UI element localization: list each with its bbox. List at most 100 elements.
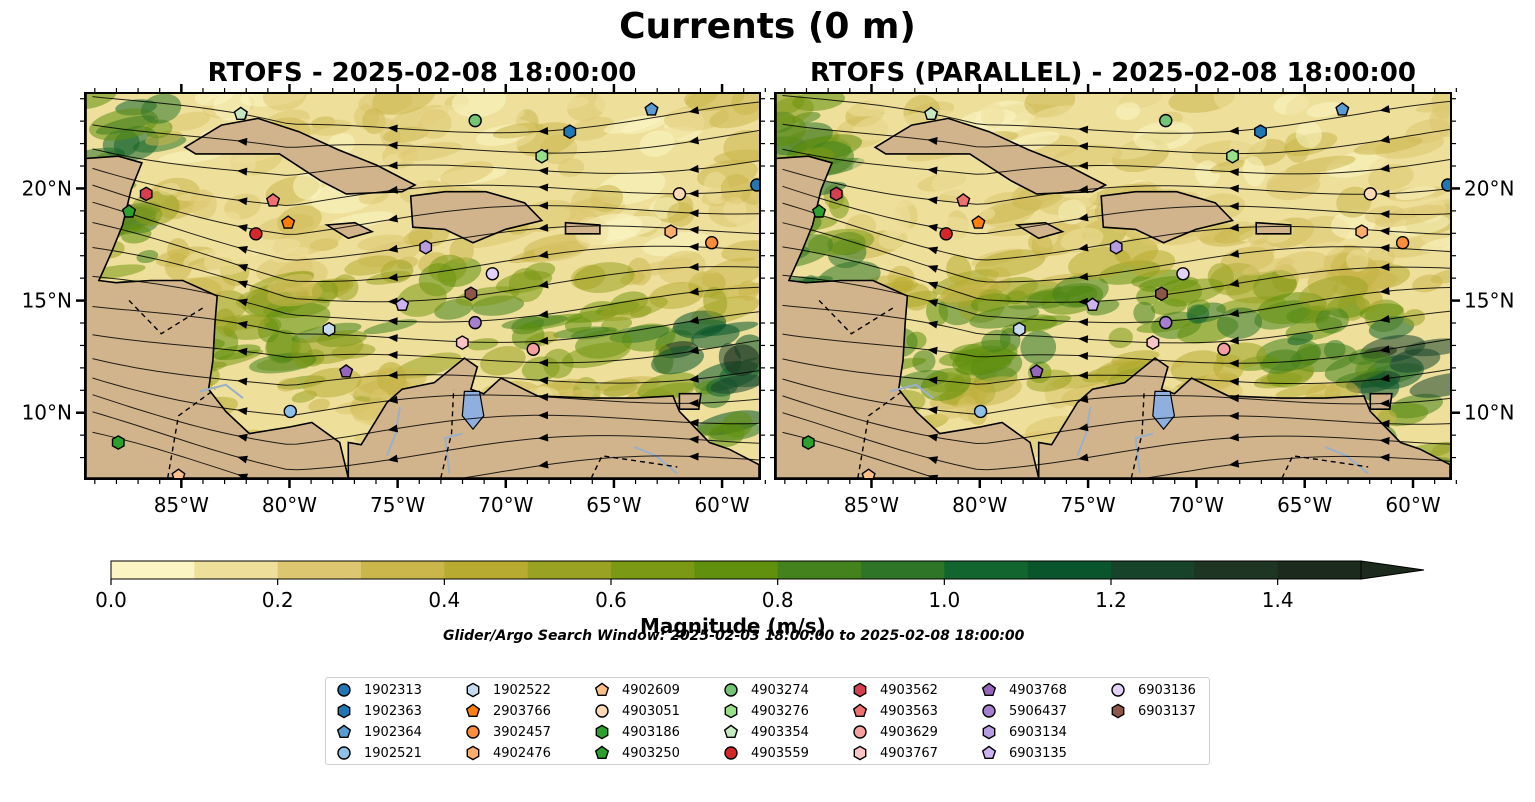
legend-item-label: 1902522 — [493, 682, 551, 698]
streamline-arrow — [1379, 243, 1390, 252]
float-marker-4903629[interactable] — [526, 342, 540, 356]
float-marker-5906437[interactable] — [468, 315, 482, 330]
float-marker-4903186[interactable] — [801, 435, 815, 450]
streamline-arrow — [538, 376, 549, 385]
float-marker-6903137[interactable] — [1155, 286, 1168, 302]
streamline-arrow — [1077, 213, 1089, 222]
streamline-arrow — [237, 197, 248, 206]
float-marker-4903562[interactable] — [139, 186, 153, 202]
map-panel-rtofs[interactable] — [84, 92, 761, 480]
float-marker-1902521[interactable] — [973, 404, 988, 419]
streamline-arrow — [237, 433, 248, 442]
lon-tick-label: 70°W — [1169, 493, 1224, 517]
streamline-arrow — [927, 265, 939, 273]
legend-item-label: 4902609 — [622, 682, 680, 698]
streamline-arrow — [237, 167, 248, 176]
float-marker-2903766[interactable] — [280, 215, 296, 229]
float-marker-4903051[interactable] — [1363, 187, 1378, 201]
float-marker-4903274[interactable] — [468, 113, 482, 128]
float-marker-3902457[interactable] — [704, 236, 719, 250]
streamline-arrow — [1077, 142, 1089, 151]
float-marker-1902364[interactable] — [644, 102, 659, 116]
streamline-arrow — [927, 281, 939, 290]
float-marker-1902364[interactable] — [1335, 102, 1350, 116]
float-marker-1902521[interactable] — [283, 404, 297, 419]
streamline — [92, 222, 759, 283]
streamline-arrow — [1379, 374, 1390, 383]
float-marker-4902476[interactable] — [664, 224, 678, 240]
circle-marker-icon — [595, 704, 609, 718]
legend-item-4902609: 4902609 — [594, 680, 680, 700]
lon-tick-label: 80°W — [262, 493, 317, 517]
float-marker-4903274[interactable] — [1159, 113, 1173, 128]
float-marker-4903629[interactable] — [1217, 342, 1231, 356]
float-marker-4903559[interactable] — [939, 227, 953, 241]
circle-marker-icon — [982, 704, 996, 718]
float-marker-4902609[interactable] — [861, 468, 876, 478]
float-marker-4903559[interactable] — [249, 227, 263, 241]
float-marker-4903768[interactable] — [339, 364, 354, 378]
streamline-arrow — [538, 336, 549, 345]
streamline — [92, 247, 759, 303]
float-marker-3902457[interactable] — [1395, 236, 1410, 250]
float-marker-1902313[interactable] — [750, 178, 759, 192]
float-marker-4903768[interactable] — [1029, 364, 1044, 378]
legend-item-4903274: 4903274 — [723, 680, 809, 700]
float-marker-4903562[interactable] — [829, 186, 843, 202]
float-marker-6903134[interactable] — [419, 239, 433, 255]
float-marker-2903766[interactable] — [971, 215, 986, 229]
streamline-arrow — [688, 374, 699, 383]
streamline — [92, 394, 759, 445]
legend-item-4903559: 4903559 — [723, 743, 809, 763]
legend-item-6903134: 6903134 — [981, 722, 1067, 742]
lon-tick-label: 85°W — [154, 493, 209, 517]
land-jamaica — [324, 221, 375, 240]
streamline-arrow — [688, 287, 699, 296]
float-marker-6903137[interactable] — [464, 286, 478, 302]
country-border — [440, 389, 455, 478]
float-marker-5906437[interactable] — [1159, 315, 1173, 330]
float-marker-4903767[interactable] — [455, 335, 469, 351]
streamline — [782, 95, 1450, 134]
panel-left-title: RTOFS - 2025-02-08 18:00:00 — [207, 58, 637, 88]
float-marker-4903250[interactable] — [811, 204, 827, 218]
float-marker-4903563[interactable] — [265, 193, 281, 207]
float-marker-6903135[interactable] — [394, 297, 410, 311]
colorbar-segment — [277, 561, 362, 579]
legend-item-label: 2903766 — [493, 703, 551, 719]
float-marker-4903354[interactable] — [233, 106, 248, 120]
float-marker-1902522[interactable] — [1012, 321, 1026, 337]
float-marker-6903136[interactable] — [1176, 267, 1190, 281]
streamline-arrow — [688, 226, 699, 235]
float-marker-4903186[interactable] — [111, 435, 125, 450]
float-marker-4903767[interactable] — [1146, 335, 1160, 351]
float-marker-6903136[interactable] — [485, 267, 500, 281]
legend-item-2903766: 2903766 — [465, 701, 551, 721]
float-marker-1902363[interactable] — [1254, 124, 1267, 140]
streamline-arrow — [1379, 345, 1390, 354]
float-marker-1902313[interactable] — [1441, 178, 1450, 192]
float-marker-4903354[interactable] — [923, 106, 939, 120]
lake-maracaibo — [461, 390, 485, 431]
float-marker-4903051[interactable] — [672, 187, 687, 201]
float-marker-6903134[interactable] — [1109, 239, 1123, 255]
float-marker-4903276[interactable] — [1226, 148, 1239, 164]
colorbar-segment — [1111, 561, 1195, 579]
float-marker-6903135[interactable] — [1085, 297, 1100, 311]
float-marker-1902363[interactable] — [563, 124, 577, 140]
streamline-arrow — [927, 320, 938, 329]
streamline-arrow — [387, 214, 399, 223]
streamline-arrow — [688, 435, 699, 444]
float-marker-1902522[interactable] — [322, 321, 336, 337]
streamline-arrow — [688, 346, 700, 355]
streamline — [782, 378, 1450, 415]
float-marker-4903250[interactable] — [121, 204, 137, 218]
float-marker-4902609[interactable] — [171, 468, 186, 478]
streamline-arrow — [688, 399, 699, 408]
streamline-arrow — [688, 316, 700, 325]
pentagon-marker-icon — [594, 745, 610, 759]
float-marker-4902476[interactable] — [1355, 224, 1369, 240]
map-panel-rtofs-parallel[interactable] — [774, 92, 1452, 480]
float-marker-4903563[interactable] — [956, 193, 971, 207]
float-marker-4903276[interactable] — [535, 148, 549, 164]
